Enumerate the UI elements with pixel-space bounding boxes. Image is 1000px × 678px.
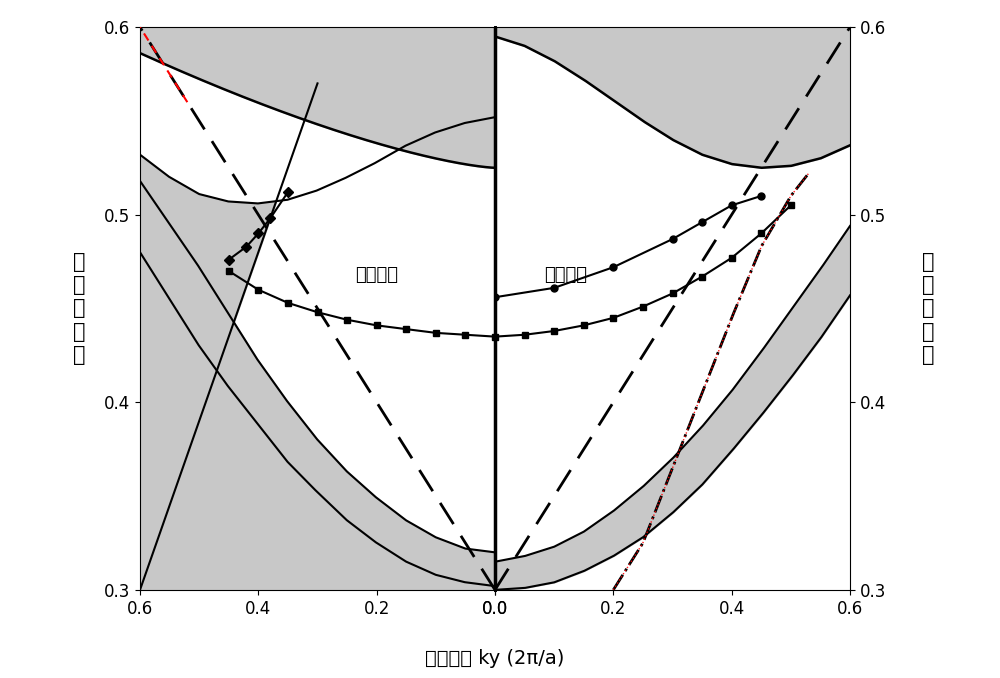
Text: 横向磁场: 横向磁场	[355, 266, 398, 283]
Text: 横向电场: 横向电场	[544, 266, 588, 283]
Y-axis label: 归
一
化
频
率: 归 一 化 频 率	[73, 252, 85, 365]
Y-axis label: 归
一
化
频
率: 归 一 化 频 率	[922, 252, 934, 365]
Text: 平行波矢 ky (2π/a): 平行波矢 ky (2π/a)	[425, 649, 565, 668]
